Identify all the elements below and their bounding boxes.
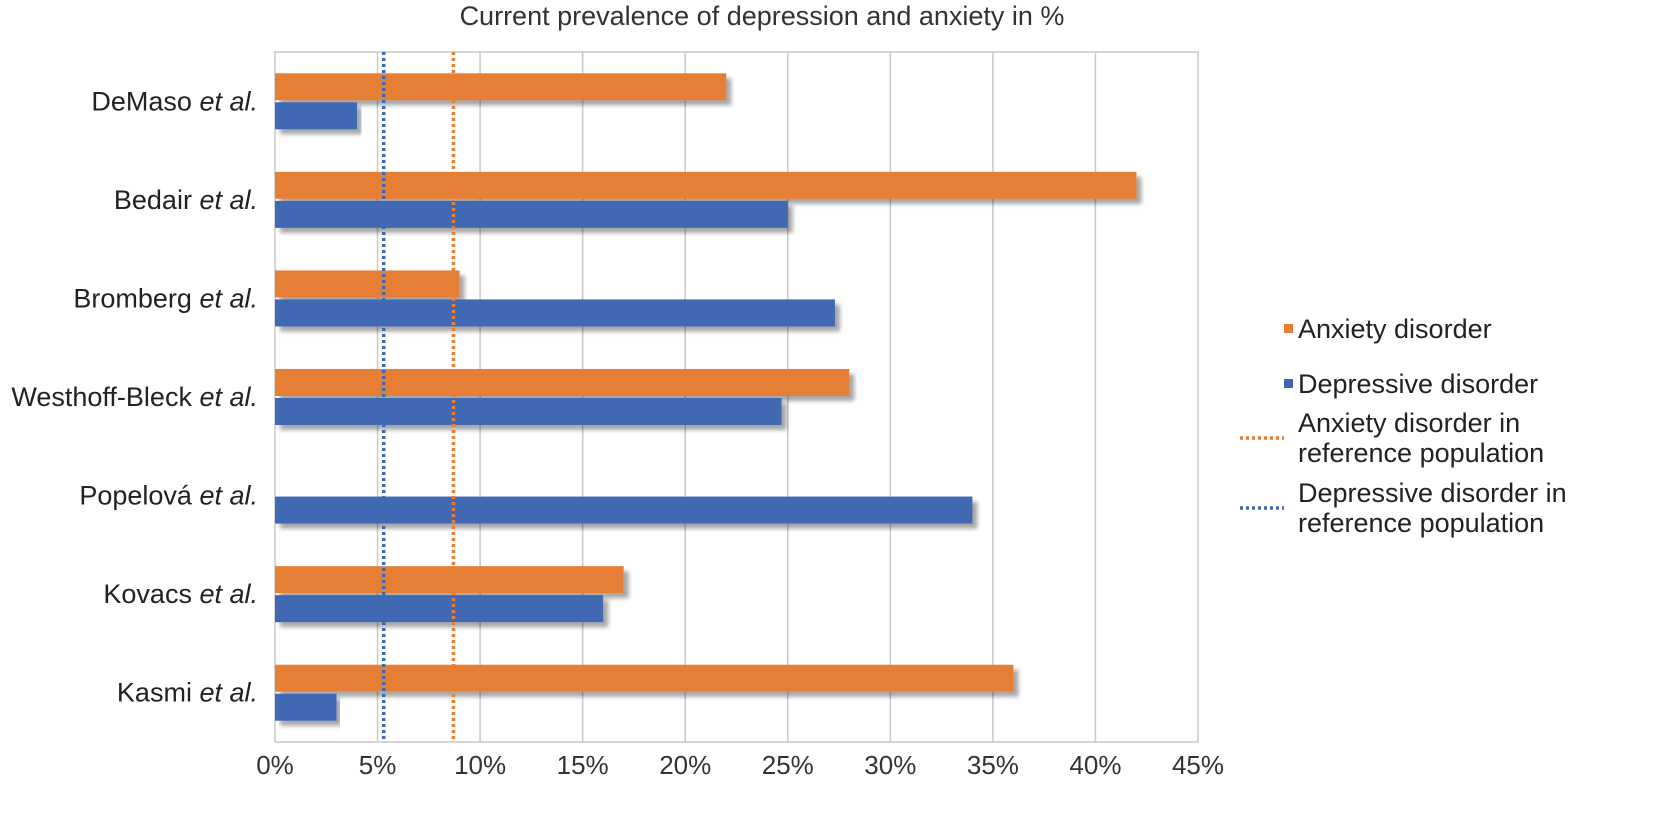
category-label: Bedair et al. — [114, 185, 258, 215]
depressive-bar — [275, 398, 782, 425]
legend-swatch — [1284, 379, 1293, 388]
category-label: Kasmi et al. — [117, 678, 258, 708]
anxiety-bar — [275, 664, 1014, 692]
plot-area: 0% 5% 10% 15% 20% 25% 30% 35% 40% 45% DeMaso et al… — [11, 51, 1224, 780]
anxiety-bar — [275, 171, 1137, 199]
depressive-bar — [275, 595, 604, 623]
x-tick-label: 25% — [762, 750, 814, 780]
x-tick-label: 20% — [659, 750, 711, 780]
x-tick-label: 0% — [256, 750, 294, 780]
legend-label: Depressive disorder in — [1298, 478, 1567, 508]
anxiety-bar — [275, 73, 727, 101]
legend-label: Depressive disorder — [1298, 369, 1538, 399]
x-tick-label: 10% — [454, 750, 506, 780]
depressive-bar — [275, 200, 788, 228]
category-label: Popelová et al. — [79, 481, 258, 511]
legend-swatch — [1284, 324, 1293, 333]
anxiety-bar — [275, 566, 624, 594]
plot-border — [274, 51, 1199, 743]
depressive-bar — [275, 299, 835, 327]
x-tick-label: 15% — [557, 750, 609, 780]
category-label: Westhoff-Bleck et al. — [11, 382, 258, 412]
legend-label: Anxiety disorder — [1298, 314, 1492, 344]
x-tick-label: 35% — [967, 750, 1019, 780]
depressive-bar — [275, 102, 358, 130]
category-label: Kovacs et al. — [103, 579, 258, 609]
legend-label: reference population — [1298, 508, 1544, 538]
category-label: DeMaso et al. — [91, 86, 258, 116]
depressive-bar — [275, 496, 973, 524]
x-tick-label: 40% — [1069, 750, 1121, 780]
legend-label: reference population — [1298, 438, 1544, 468]
anxiety-bar — [275, 369, 850, 396]
category-label: Bromberg et al. — [73, 283, 258, 313]
legend-label: Anxiety disorder in — [1298, 408, 1520, 438]
x-tick-label: 45% — [1172, 750, 1224, 780]
chart-title: Current prevalence of depression and anx… — [460, 1, 1065, 31]
x-tick-label: 30% — [864, 750, 916, 780]
depressive-bar — [275, 693, 337, 721]
anxiety-bar — [275, 270, 460, 298]
legend: Anxiety disorder Depressive disorder Anxie… — [1240, 314, 1567, 538]
x-tick-label: 5% — [359, 750, 397, 780]
